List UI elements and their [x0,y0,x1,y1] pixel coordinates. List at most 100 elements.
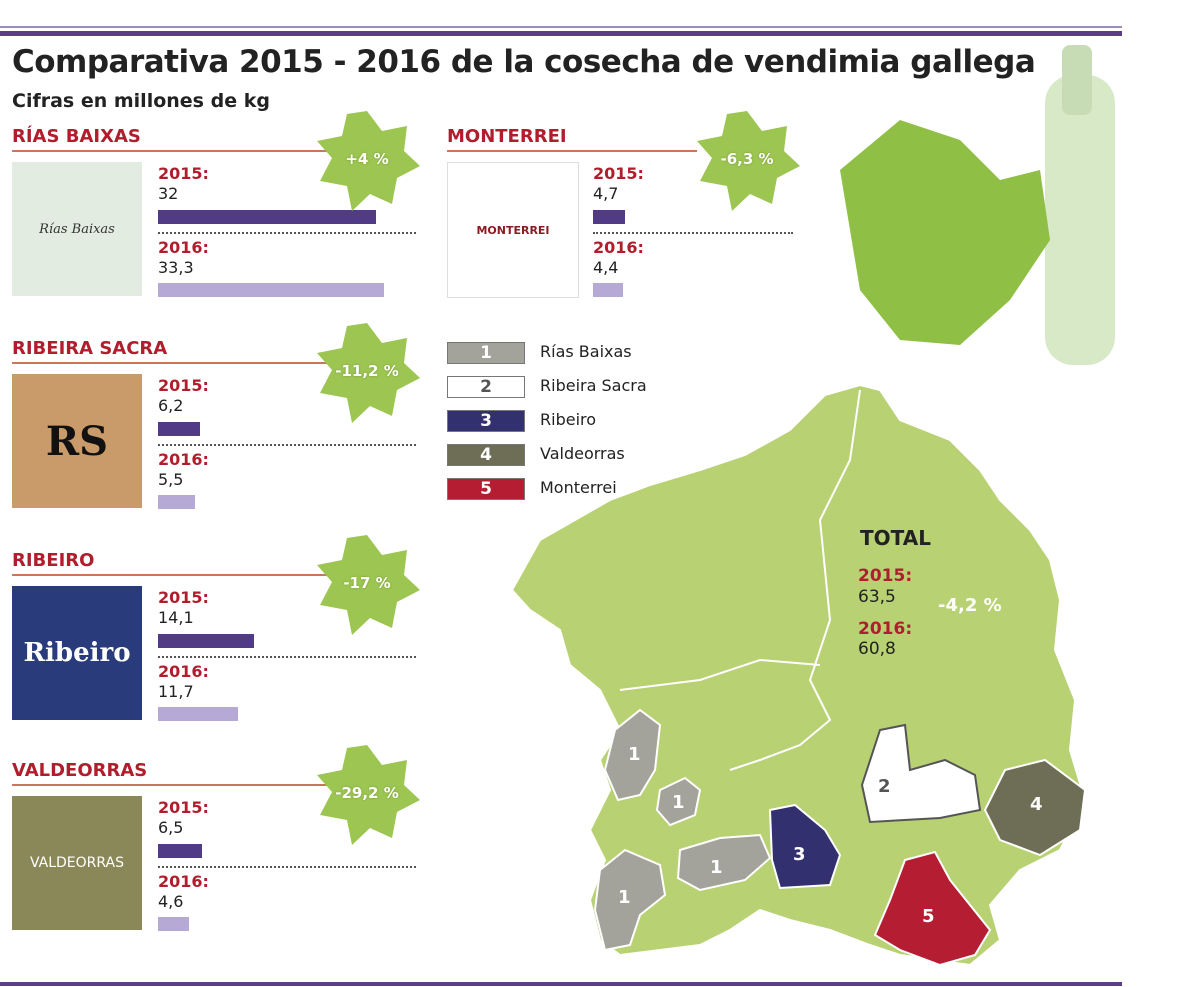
legend-label: Monterrei [540,478,617,497]
vine-leaf-icon [317,535,420,635]
total-2015-label: 2015: [858,566,913,586]
svg-text:1: 1 [618,887,631,908]
region-section: RIBEIRO Ribeiro 2015: 14,1 2016: 11,7 -1… [12,535,422,750]
change-percent: -11,2 % [335,362,399,380]
region-ribeiro: 3 [768,803,842,890]
bar-2016 [158,917,190,931]
region-section: MONTERREI MONTERREI 2015: 4,7 2016: 4,4 … [447,111,857,326]
bar-2015 [158,422,201,436]
total-2016-value: 60,8 [858,639,896,659]
legend-swatch: 5 [447,478,525,500]
region-logo: RS [12,374,142,508]
legend-swatch: 3 [447,410,525,432]
year-2016-label: 2016: [158,662,209,681]
divider [158,232,416,234]
region-title: MONTERREI [447,126,567,147]
legend-label: Rías Baixas [540,342,632,361]
svg-text:5: 5 [922,906,935,927]
value-2016: 4,4 [593,258,619,277]
leaf-change-badge: -17 % [312,530,422,640]
value-2016: 4,6 [158,892,184,911]
title-underline [12,574,342,576]
region-logo: MONTERREI [447,162,579,298]
year-2016-label: 2016: [158,450,209,469]
svg-text:1: 1 [672,792,685,813]
svg-text:4: 4 [1030,794,1043,815]
leaf-change-badge: +4 % [312,106,422,216]
legend-label: Ribeiro [540,410,597,429]
value-2016: 5,5 [158,470,184,489]
year-2016-label: 2016: [158,872,209,891]
legend-swatch: 1 [447,342,525,364]
value-2015: 32 [158,184,179,203]
legend-label: Valdeorras [540,444,625,463]
region-rias-baixas: 1 1 1 1 [593,708,772,952]
vine-leaf [840,120,1050,345]
leaf-change-badge: -11,2 % [312,318,422,428]
total-label: TOTAL [860,526,931,550]
title-underline [12,362,342,364]
legend-label: Ribeira Sacra [540,376,647,395]
region-monterrei: 5 [873,850,992,967]
svg-text:1: 1 [710,857,723,878]
svg-text:3: 3 [793,844,806,865]
wine-bottle [1045,75,1115,365]
year-2016-label: 2016: [158,238,209,257]
region-logo: Rías Baixas [12,162,142,296]
value-2016: 11,7 [158,682,194,701]
bar-2015 [593,210,625,224]
divider [593,232,793,234]
title-underline [12,150,342,152]
region-title: VALDEORRAS [12,760,148,781]
bar-2016 [158,283,385,297]
year-2016-label: 2016: [593,238,644,257]
vine-leaf-icon [697,111,800,211]
region-label: 1 [628,744,641,765]
vine-leaf-icon [317,323,420,423]
bar-2015 [158,634,254,648]
region-section: VALDEORRAS VALDEORRAS 2015: 6,5 2016: 4,… [12,745,422,960]
region-logo: VALDEORRAS [12,796,142,930]
region-section: RÍAS BAIXAS Rías Baixas 2015: 32 2016: 3… [12,111,422,326]
bottle-and-leaf-illustration [840,45,1115,365]
divider [158,656,416,658]
leaf-change-badge: -29,2 % [312,740,422,850]
top-rule [0,31,1122,36]
year-2015-label: 2015: [158,164,209,183]
page-title: Comparativa 2015 - 2016 de la cosecha de… [12,44,1036,80]
galicia-shape [510,383,1087,967]
region-ribeira-sacra: 2 [860,723,982,824]
region-title: RIBEIRA SACRA [12,338,168,359]
value-2016: 33,3 [158,258,194,277]
vine-leaf-icon [317,745,420,845]
subtitle: Cifras en millones de kg [12,90,270,112]
bar-2016 [158,495,196,509]
change-percent: -17 % [343,574,391,592]
year-2015-label: 2015: [593,164,644,183]
value-2015: 14,1 [158,608,194,627]
svg-text:2: 2 [878,776,891,797]
legend-swatch: 4 [447,444,525,466]
region-logo: Ribeiro [12,586,142,720]
province-borders [619,389,861,771]
region-title: RÍAS BAIXAS [12,126,141,147]
bottom-rule [0,982,1122,986]
divider [158,866,416,868]
bar-2015 [158,844,203,858]
region-valdeorras: 4 [983,758,1087,857]
total-change: -4,2 % [938,595,1002,616]
bar-2016 [158,707,238,721]
value-2015: 6,2 [158,396,184,415]
change-percent: +4 % [345,150,389,168]
value-2015: 6,5 [158,818,184,837]
leaf-change-badge: -6,3 % [692,106,802,216]
bar-2016 [593,283,623,297]
region-title: RIBEIRO [12,550,95,571]
change-percent: -6,3 % [720,150,774,168]
year-2015-label: 2015: [158,798,209,817]
change-percent: -29,2 % [335,784,399,802]
year-2015-label: 2015: [158,376,209,395]
region-section: RIBEIRA SACRA RS 2015: 6,2 2016: 5,5 -11… [12,323,422,538]
